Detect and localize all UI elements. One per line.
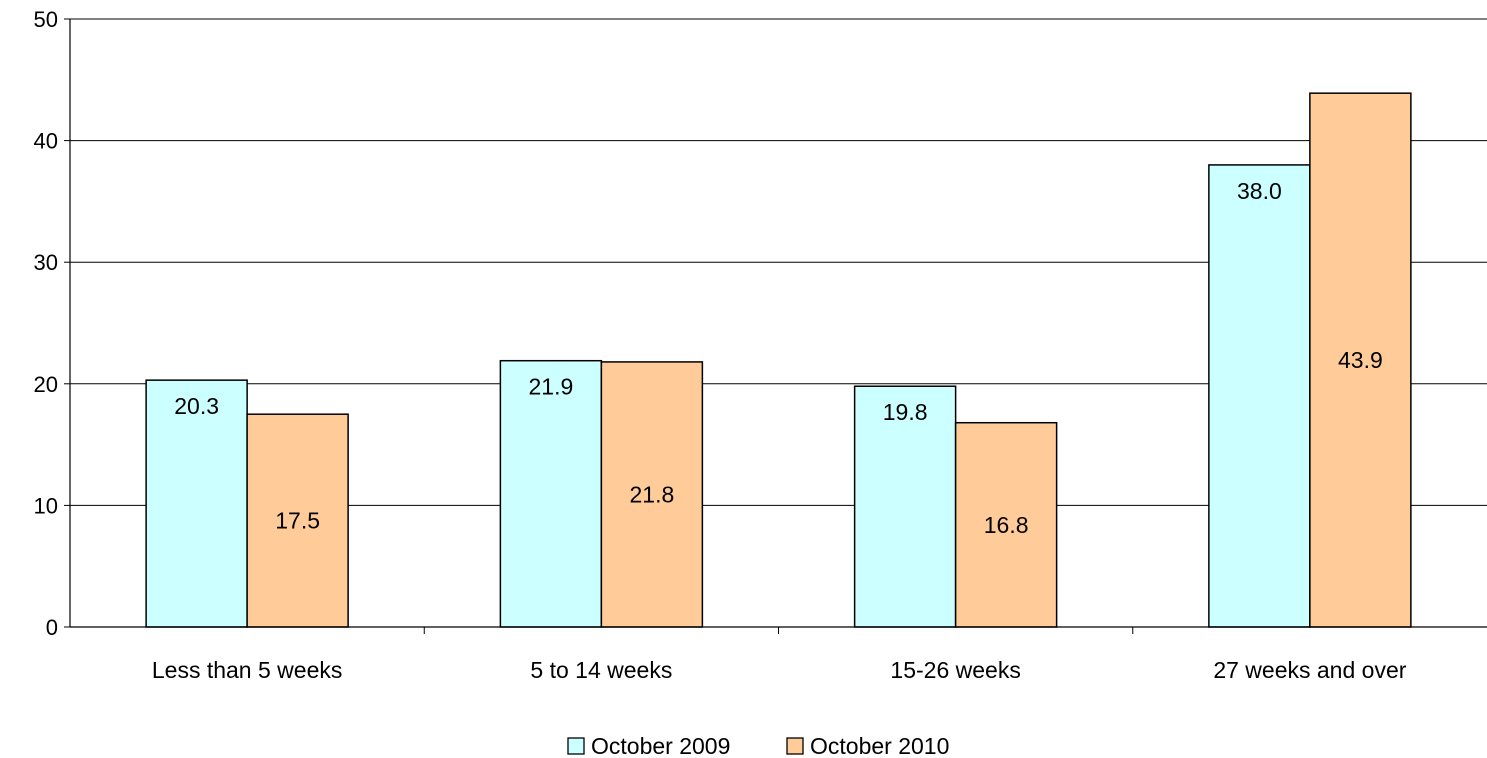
bars (145, 92, 1412, 628)
y-tick-label-10: 10 (34, 493, 58, 518)
legend: October 2009 October 2010 (567, 733, 949, 758)
data-labels: 20.3 17.5 21.9 21.8 19.8 16.8 38.0 43.9 (174, 178, 1383, 538)
y-tick-label-20: 20 (34, 372, 58, 397)
bar-october-2010-15-26-weeks (954, 421, 1058, 628)
axes: 0 10 20 30 40 50 Less than 5 weeks 5 to 14 week… (34, 7, 1487, 683)
x-tick-label-15-26-weeks: 15-26 weeks (890, 657, 1020, 683)
legend-label-october-2010: October 2010 (810, 733, 949, 758)
legend-swatch-october-2009 (567, 737, 585, 755)
y-tick-label-30: 30 (34, 250, 58, 275)
x-tick-label-27-weeks-and-over: 27 weeks and over (1213, 657, 1406, 683)
bar-october-2009-15-26-weeks (853, 385, 957, 628)
bar-october-2010-27-weeks-and-over (1309, 92, 1412, 628)
legend-label-october-2009: October 2009 (591, 733, 730, 758)
y-tick-label-50: 50 (34, 7, 58, 32)
y-tick-label-40: 40 (34, 129, 58, 154)
bar-october-2009-5-to-14-weeks (499, 359, 603, 628)
bar-october-2010-5-to-14-weeks (600, 361, 704, 628)
data-label-october-2009-less-than-5-weeks: 20.3 (174, 393, 219, 419)
y-tick-label-0: 0 (46, 615, 58, 640)
data-label-october-2009-5-to-14-weeks: 21.9 (528, 374, 573, 400)
bar-october-2009-27-weeks-and-over (1208, 164, 1311, 628)
data-label-october-2010-5-to-14-weeks: 21.8 (629, 481, 674, 507)
x-tick-label-5-to-14-weeks: 5 to 14 weeks (530, 657, 672, 683)
data-label-october-2010-less-than-5-weeks: 17.5 (275, 508, 320, 534)
data-label-october-2009-15-26-weeks: 19.8 (883, 399, 928, 425)
x-tick-label-less-than-5-weeks: Less than 5 weeks (152, 657, 343, 683)
data-label-october-2010-15-26-weeks: 16.8 (984, 512, 1029, 538)
bar-october-2009-less-than-5-weeks (145, 379, 248, 628)
data-label-october-2010-27-weeks-and-over: 43.9 (1338, 347, 1383, 373)
data-label-october-2009-27-weeks-and-over: 38.0 (1237, 178, 1282, 204)
legend-swatch-october-2010 (786, 737, 804, 755)
